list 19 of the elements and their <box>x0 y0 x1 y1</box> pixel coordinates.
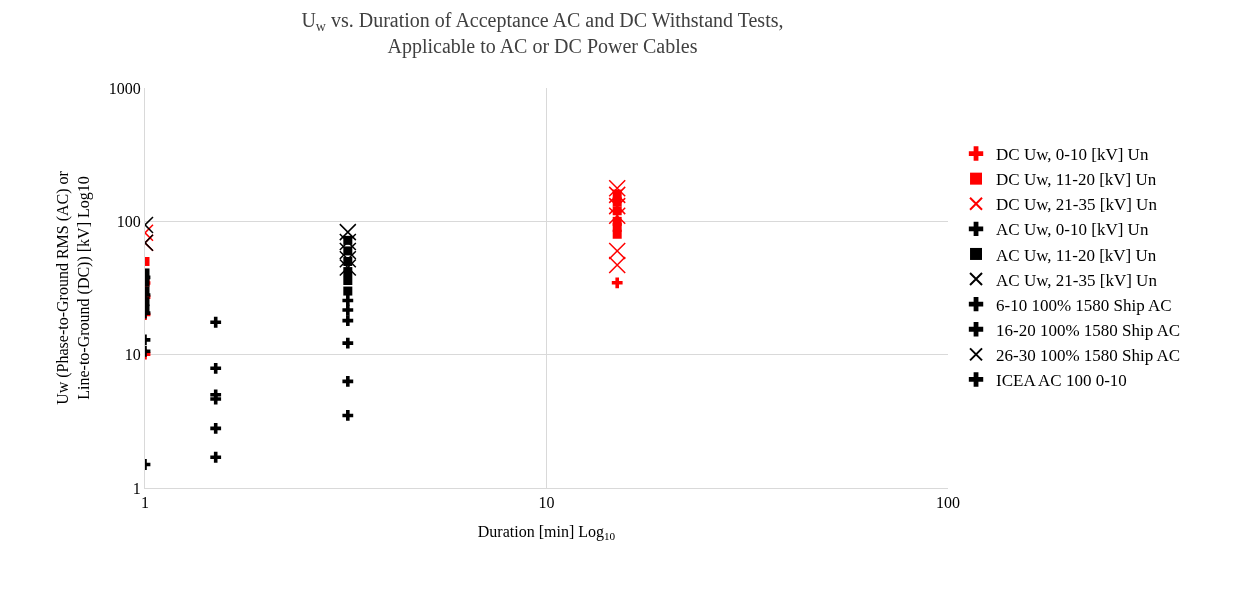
x-axis-title: Duration [min] Log$_{10}$ <box>477 522 616 543</box>
legend-label: 16-20 100% 1580 Ship AC <box>996 320 1181 340</box>
y-tick-label: 100 <box>116 212 141 230</box>
x-tick-label: 10 <box>538 494 555 512</box>
y-tick-label: 1000 <box>108 79 141 97</box>
legend-label: DC Uw, 21-35 [kV] Un <box>996 195 1158 215</box>
legend-label: AC Uw, 0-10 [kV] Un <box>996 220 1149 240</box>
x-tick-label: 100 <box>936 494 960 512</box>
legend-label: AC Uw, 11-20 [kV] Un <box>996 245 1157 265</box>
legend-label: ICEA AC 100 0-10 <box>996 371 1127 391</box>
legend-label: 6-10 100% 1580 Ship AC <box>996 295 1172 315</box>
y-tick-label: 10 <box>124 346 141 364</box>
legend-label: AC Uw, 21-35 [kV] Un <box>996 270 1158 290</box>
legend-label: DC Uw, 0-10 [kV] Un <box>996 145 1149 165</box>
y-tick-label: 1 <box>132 479 141 497</box>
legend-label: 26-30 100% 1580 Ship AC <box>996 345 1181 365</box>
chart-title: U$_{w}$ vs. Duration of Acceptance AC and DC Withstand Tests, Applicable to AC or DC Power Cables <box>301 9 784 59</box>
legend-label: DC Uw, 11-20 [kV] Un <box>996 170 1157 190</box>
y-axis-title: Uw (Phase-to-Ground RMS (AC) or Line-to-Ground (DC)) [kV] Log10 <box>53 170 93 405</box>
